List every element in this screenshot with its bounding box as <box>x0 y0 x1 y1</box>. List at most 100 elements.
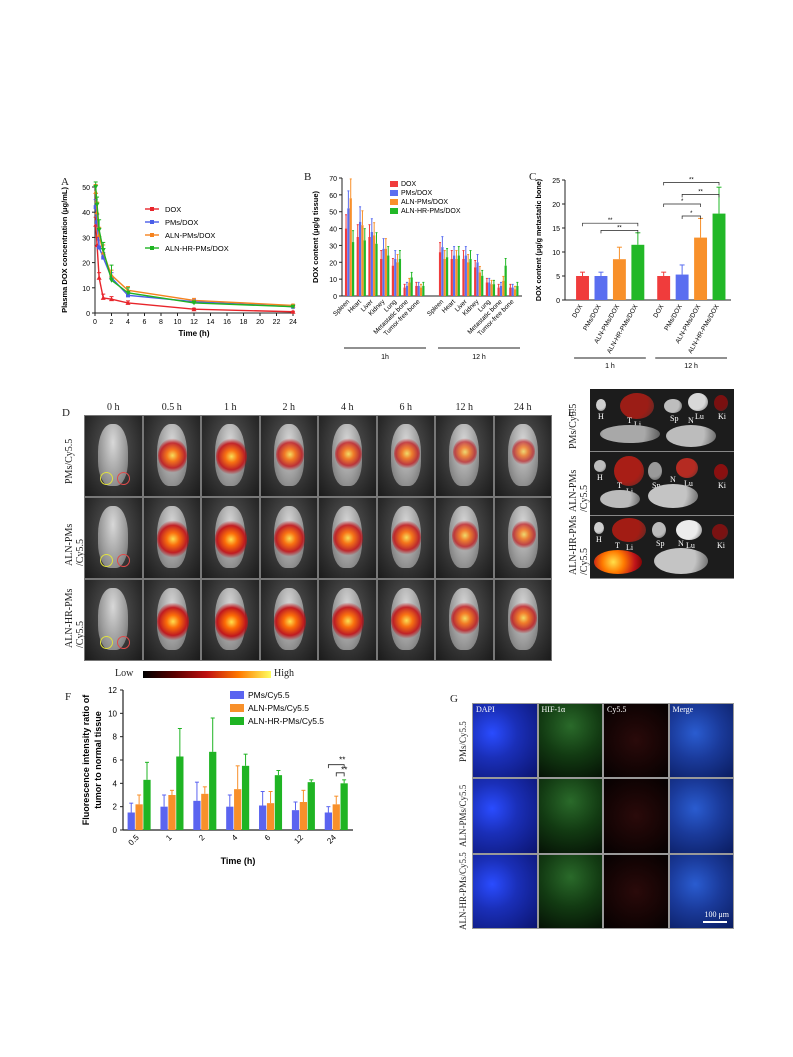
significance-marker: ** <box>341 765 347 774</box>
mouse-image-tile <box>84 579 143 661</box>
bar <box>415 285 418 296</box>
organ-n <box>666 425 716 447</box>
channel-label: HIF-1α <box>541 705 566 714</box>
bar <box>403 287 406 296</box>
immunofluorescence-grid: DAPI HIF-1α Cy5.5 Merge 100 μm <box>472 703 734 929</box>
data-point <box>93 185 99 190</box>
y-tick-label: 0 <box>113 826 118 835</box>
fluorescence-signal <box>274 520 306 557</box>
bar <box>631 244 645 300</box>
bar <box>259 805 267 830</box>
fluorescence-signal <box>215 438 247 475</box>
bar <box>361 225 364 296</box>
fluorescence-signal <box>214 602 248 642</box>
data-point <box>93 205 98 210</box>
bar <box>127 812 135 830</box>
mouse-image-tile <box>201 579 260 661</box>
y-tick-label: 30 <box>82 235 90 242</box>
bar <box>368 237 371 296</box>
micrograph-tile <box>472 853 538 929</box>
significance-bracket <box>663 203 701 207</box>
significance-marker: ** <box>617 225 622 231</box>
mouse-image-tile <box>435 415 494 497</box>
organ-sp <box>648 462 662 481</box>
mouse-image-tile <box>376 415 435 497</box>
bar <box>492 284 496 296</box>
mouse-image-tile <box>435 497 494 579</box>
tumor-circle-marker <box>100 554 113 567</box>
bar <box>299 802 308 830</box>
y-tick-label: 40 <box>329 227 337 234</box>
x-tick-label: DOX <box>571 303 584 319</box>
legend-swatch <box>230 704 244 712</box>
bar <box>467 262 470 296</box>
mouse-image-tile <box>318 579 377 661</box>
organ-h <box>596 399 606 411</box>
organ-n <box>648 484 698 509</box>
bar <box>234 789 242 830</box>
time-column-label: 1 h <box>224 402 237 413</box>
x-tick-label: 22 <box>273 319 281 326</box>
time-column-label: 4 h <box>341 402 354 413</box>
organ-sp <box>652 521 666 538</box>
micrograph-tile: DAPI <box>472 703 538 779</box>
fluorescence-signal <box>393 438 420 470</box>
bar <box>370 231 373 296</box>
legend-swatch <box>390 181 398 187</box>
bar <box>143 779 151 830</box>
significance-bracket <box>663 182 720 186</box>
x-tick-label: 6 <box>263 833 273 843</box>
y-tick-label: 50 <box>82 185 90 192</box>
data-point <box>96 227 102 233</box>
mouse-image-tile <box>142 579 201 661</box>
significance-marker: ** <box>698 189 703 195</box>
data-point <box>290 304 296 310</box>
legend-marker <box>150 233 154 237</box>
micrograph-tile <box>537 853 603 929</box>
y-tick-label: 5 <box>556 274 560 281</box>
organ-label: Li <box>634 420 641 429</box>
data-point <box>101 255 106 260</box>
organ-li <box>614 456 644 487</box>
bar <box>694 237 708 300</box>
y-tick-label: 40 <box>82 210 90 217</box>
mouse-image-tile <box>142 497 201 579</box>
x-tick-label: 12 <box>292 833 305 846</box>
mouse-image-tile <box>259 497 318 579</box>
bar <box>457 255 460 296</box>
data-point <box>109 296 114 302</box>
series-line-0 <box>94 224 294 313</box>
x-tick-label: 0 <box>93 319 97 326</box>
x-axis-title: Time (h) <box>221 856 256 866</box>
legend-label: ALN-PMs/DOX <box>401 199 448 206</box>
fluorescence-signal <box>333 520 364 556</box>
bar <box>160 806 168 830</box>
fluorescence-signal <box>392 520 422 556</box>
mouse-image-tile <box>84 497 143 579</box>
bar <box>324 812 332 830</box>
x-tick-label: 8 <box>159 319 163 326</box>
ex-vivo-organ-imaging: HLiSpLuKiTNHLiSpLuKiTNHLiSpLuKiTN <box>590 389 734 579</box>
group-label: 12 h <box>472 354 486 361</box>
data-point <box>100 248 106 253</box>
legend-label: ALN-HR-PMs/Cy5.5 <box>248 716 324 726</box>
data-point <box>96 275 102 280</box>
organ-lu <box>676 519 702 540</box>
significance-marker: ** <box>608 218 613 224</box>
y-tick-label: 60 <box>329 193 337 200</box>
organ-label: H <box>598 412 604 421</box>
panel-a-label: A <box>61 176 69 188</box>
organ-ki <box>714 395 728 411</box>
legend-label: DOX <box>165 205 181 214</box>
bar <box>612 259 626 300</box>
x-tick-label: 12 <box>190 319 198 326</box>
mouse-image-tile <box>493 415 552 497</box>
mouse-image-tile <box>259 579 318 661</box>
panel-d-label: D <box>62 407 70 419</box>
tumor-circle-marker <box>100 472 113 485</box>
panel-c-label: C <box>529 171 536 183</box>
organ-label: H <box>597 473 603 483</box>
data-point <box>94 202 100 208</box>
time-column-label: 2 h <box>282 402 296 413</box>
